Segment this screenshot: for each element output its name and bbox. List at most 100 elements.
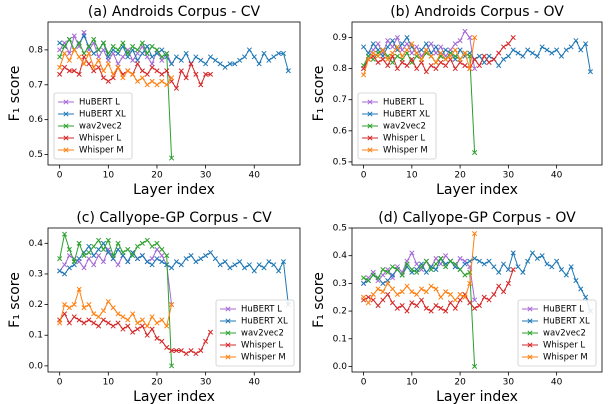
data-point	[193, 54, 199, 60]
data-point	[443, 62, 449, 69]
data-point	[385, 56, 391, 62]
data-point	[389, 50, 396, 56]
data-point	[71, 68, 77, 74]
data-point	[81, 54, 87, 60]
data-point	[227, 61, 233, 67]
x-tick-label: 40	[249, 378, 261, 388]
data-point	[105, 320, 111, 326]
data-point	[280, 259, 287, 265]
data-point	[375, 53, 381, 59]
data-point	[428, 283, 434, 289]
data-point	[125, 246, 131, 253]
data-point	[438, 255, 444, 262]
data-point	[149, 64, 155, 70]
data-point	[261, 50, 267, 56]
data-point	[96, 57, 102, 63]
data-point	[144, 71, 150, 77]
data-point	[447, 291, 454, 298]
data-point	[139, 317, 145, 323]
data-point	[380, 289, 386, 295]
legend-label: Whisper L	[383, 134, 425, 144]
data-point	[222, 64, 228, 70]
y-tick-label: 0.4	[29, 239, 44, 249]
data-point	[139, 240, 145, 246]
data-point	[385, 291, 391, 298]
data-point	[61, 262, 68, 268]
data-point	[389, 44, 396, 50]
data-point	[169, 61, 175, 67]
data-point	[452, 305, 458, 311]
data-point	[544, 261, 550, 267]
data-point	[246, 47, 252, 53]
data-point	[91, 243, 97, 249]
legend-label: HuBERT L	[79, 98, 120, 108]
legend: HuBERT L HuBERT XL wav2vec2 Whisper L Whispe…	[357, 92, 437, 160]
data-point	[159, 259, 165, 265]
data-point	[134, 61, 141, 67]
legend-label: HuBERT XL	[383, 110, 430, 120]
data-point	[370, 297, 376, 303]
data-point	[125, 323, 131, 329]
legend-label: Whisper M	[241, 353, 286, 363]
data-point	[457, 297, 463, 303]
data-point	[188, 61, 194, 67]
legend-marker	[225, 330, 231, 336]
data-point	[399, 289, 405, 295]
data-point	[193, 259, 199, 265]
data-point	[394, 66, 400, 72]
data-point	[505, 280, 511, 286]
y-tick-label: 0.6	[29, 115, 44, 125]
data-point	[139, 50, 145, 56]
data-point	[578, 286, 584, 292]
data-point	[404, 261, 410, 267]
data-point	[173, 85, 179, 91]
data-point	[365, 300, 371, 306]
data-point	[481, 59, 487, 65]
data-point	[500, 261, 507, 267]
data-point	[404, 62, 410, 69]
data-point	[246, 262, 252, 268]
data-point	[361, 72, 367, 78]
data-point	[91, 50, 97, 56]
data-point	[173, 54, 179, 60]
data-point	[423, 258, 429, 264]
data-point	[115, 240, 121, 246]
data-point	[486, 258, 492, 264]
data-point	[91, 253, 97, 259]
data-point	[510, 250, 516, 256]
data-point	[544, 47, 550, 53]
data-point	[237, 259, 243, 265]
data-point	[472, 150, 478, 156]
data-point	[462, 50, 468, 56]
y-tick-label: 0.2	[333, 307, 347, 317]
data-point	[120, 75, 126, 81]
data-point	[125, 259, 131, 265]
legend-marker	[367, 147, 373, 153]
data-point	[61, 50, 68, 56]
data-point	[472, 305, 478, 311]
data-point	[96, 246, 102, 253]
x-tick-label: 0	[361, 171, 367, 181]
data-point	[57, 71, 63, 77]
data-point	[207, 71, 214, 77]
axes-frame	[47, 21, 301, 166]
subplot-title: (a) Androids Corpus - CV	[88, 4, 261, 20]
data-point	[423, 269, 429, 275]
data-point	[380, 280, 386, 286]
data-point	[457, 47, 463, 53]
data-point	[178, 347, 184, 354]
x-tick-label: 30	[503, 378, 515, 388]
data-point	[115, 262, 121, 268]
data-point	[472, 255, 478, 262]
legend-marker	[527, 342, 533, 348]
data-point	[271, 262, 277, 268]
data-point	[385, 280, 391, 286]
data-point	[207, 249, 214, 256]
data-point	[365, 278, 371, 284]
data-point	[130, 329, 136, 335]
data-point	[154, 47, 160, 53]
data-point	[71, 302, 77, 308]
data-point	[100, 240, 107, 246]
data-point	[100, 317, 107, 323]
data-point	[154, 246, 160, 253]
